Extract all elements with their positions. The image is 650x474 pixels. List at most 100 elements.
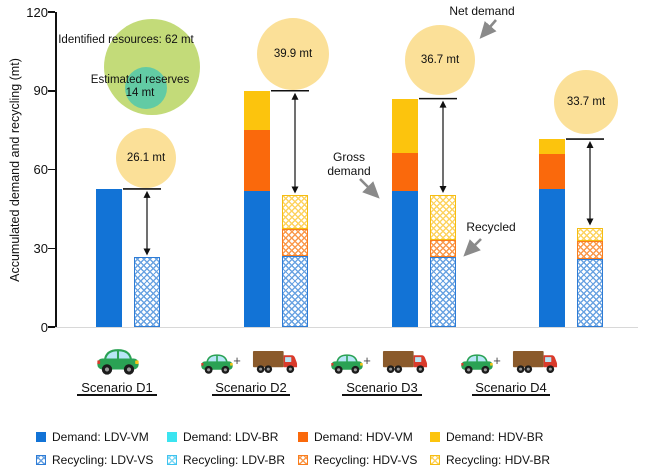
net-demand-value: 39.9 mt	[273, 48, 313, 60]
scenario-underline	[77, 394, 157, 396]
bar-segment-demand-hdv-vm	[244, 130, 270, 191]
legend-item: Recycling: HDV-VS	[298, 453, 417, 467]
y-tick-mark	[48, 247, 55, 249]
legend-label: Recycling: LDV-BR	[183, 453, 286, 467]
car-icon	[331, 354, 363, 374]
net-demand-circle: 36.7 mt	[405, 25, 475, 95]
arrowhead-down	[439, 185, 447, 193]
bar-segment-recycling-hdv-vs	[282, 228, 308, 257]
y-tick-mark	[48, 11, 55, 13]
bar-segment-recycling-ldv-vs	[577, 259, 603, 327]
recycled-pointer-arrow	[463, 238, 482, 257]
net-demand-value: 36.7 mt	[420, 54, 460, 66]
bar-segment-recycling-hdv-br	[430, 194, 456, 241]
scenario-underline	[342, 394, 422, 396]
scenario-label: Scenario D1	[81, 380, 153, 395]
legend-swatch-hatched	[36, 455, 46, 465]
bar-segment-recycling-hdv-vs	[430, 240, 456, 257]
bar-segment-recycling-hdv-vs	[577, 240, 603, 259]
bar-segment-recycling-hdv-br	[282, 195, 308, 229]
scenario-truck	[382, 348, 428, 379]
legend-swatch-solid	[36, 432, 46, 442]
plus-sign: +	[493, 353, 501, 368]
net-demand-value: 26.1 mt	[126, 152, 166, 164]
legend-swatch-hatched	[430, 455, 440, 465]
y-tick-label: 90	[33, 83, 48, 99]
legend-label: Demand: HDV-VM	[314, 430, 413, 444]
truck-icon	[382, 350, 428, 373]
bar-segment-demand-ldv-vm	[539, 188, 565, 327]
scenario-label: Scenario D4	[475, 380, 547, 395]
car-icon	[97, 349, 139, 375]
net-demand-circle: 26.1 mt	[116, 128, 176, 188]
net-demand-circle: 33.7 mt	[554, 70, 618, 134]
bar-segment-demand-ldv-vm	[96, 188, 122, 327]
legend-item: Demand: HDV-BR	[430, 430, 543, 444]
legend-item: Demand: LDV-BR	[167, 430, 278, 444]
plus-sign: +	[363, 353, 371, 368]
arrowhead-up	[439, 100, 447, 108]
net-demand-value: 33.7 mt	[566, 96, 606, 108]
bar-segment-demand-hdv-vm	[392, 152, 418, 192]
arrowhead-up	[586, 141, 594, 149]
gross-demand-annotation: Gross demand	[327, 150, 371, 178]
legend-item: Demand: LDV-VM	[36, 430, 149, 444]
legend-swatch-solid	[430, 432, 440, 442]
y-tick-label: 30	[33, 240, 48, 256]
estimated-reserves-line1: Estimated reserves	[90, 74, 190, 86]
net-demand-pointer-arrow	[479, 19, 497, 39]
scenario-truck	[252, 348, 298, 379]
scenario-car	[460, 352, 494, 379]
scenario-car	[96, 346, 140, 380]
bar-segment-demand-hdv-br	[244, 90, 270, 131]
arrowhead-down	[143, 248, 151, 256]
estimated-reserves-label: Estimated reserves 14 mt	[80, 74, 200, 100]
legend-label: Demand: LDV-BR	[183, 430, 279, 444]
y-tick-mark	[48, 326, 55, 328]
legend-swatch-hatched	[298, 455, 308, 465]
car-icon	[201, 354, 233, 374]
y-tick-label: 60	[33, 162, 48, 177]
estimated-reserves-line2: 14 mt	[125, 87, 155, 99]
scenario-underline	[472, 394, 550, 396]
legend-label: Recycling: LDV-VS	[52, 453, 154, 467]
bar-segment-demand-ldv-vm	[392, 191, 418, 327]
scenario-label: Scenario D2	[215, 380, 287, 395]
bar-segment-recycling-ldv-vs	[430, 256, 456, 327]
scenario-underline	[212, 394, 290, 396]
y-axis-line	[55, 12, 57, 327]
truck-icon	[512, 350, 558, 373]
bar-segment-demand-ldv-vm	[244, 190, 270, 327]
bar-segment-recycling-ldv-vs	[134, 257, 160, 327]
scenario-car	[330, 352, 364, 379]
y-tick-mark	[48, 90, 55, 92]
y-tick-mark	[48, 168, 55, 171]
legend-swatch-solid	[298, 432, 308, 442]
y-tick-label: 120	[26, 4, 48, 20]
bar-segment-recycling-ldv-vs	[282, 256, 308, 327]
legend-label: Recycling: HDV-BR	[446, 453, 551, 467]
bar-segment-demand-hdv-vm	[539, 154, 565, 189]
net-demand-annotation: Net demand	[449, 4, 515, 18]
legend-label: Demand: HDV-BR	[446, 430, 544, 444]
bar-segment-demand-hdv-br	[392, 98, 418, 153]
arrowhead-up	[291, 92, 299, 100]
estimated-reserves-circle	[125, 67, 167, 109]
legend-label: Recycling: HDV-VS	[314, 453, 418, 467]
scenario-truck	[512, 348, 558, 379]
net-demand-circle: 39.9 mt	[257, 18, 329, 90]
car-icon	[461, 354, 493, 374]
scenario-label: Scenario D3	[346, 380, 418, 395]
legend-swatch-solid	[167, 432, 177, 442]
arrowhead-down	[291, 186, 299, 194]
identified-resources-label: Identified resources: 62 mt	[58, 34, 194, 46]
truck-icon	[252, 350, 298, 373]
legend-item: Demand: HDV-VM	[298, 430, 413, 444]
x-axis-baseline	[55, 326, 638, 328]
y-tick-label: 0	[40, 319, 48, 335]
scenario-car	[200, 352, 234, 379]
plus-sign: +	[233, 353, 241, 368]
gross-demand-pointer-arrow	[359, 178, 380, 199]
legend-item: Recycling: LDV-BR	[167, 453, 285, 467]
